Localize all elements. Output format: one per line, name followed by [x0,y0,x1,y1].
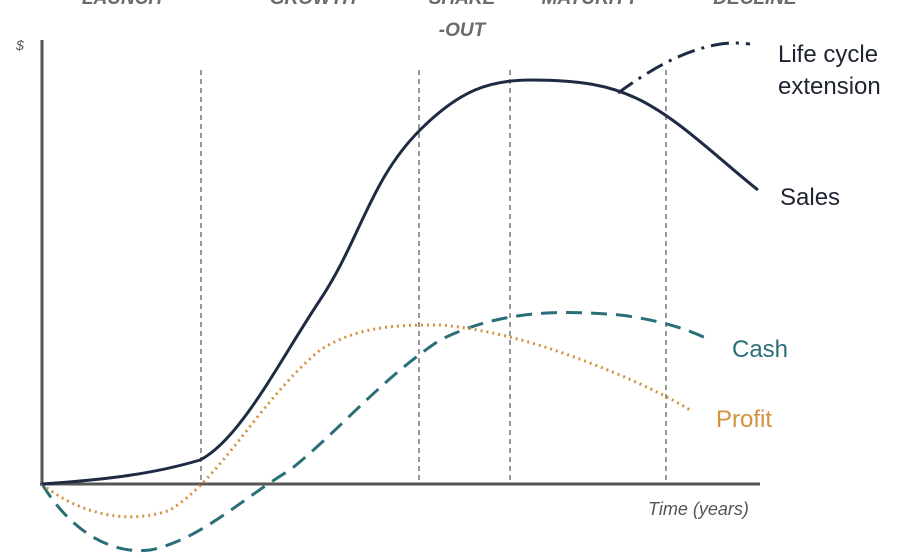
y-axis-label: $ [15,37,24,53]
curve-label: extension [778,73,881,100]
sales-curve [41,78,759,486]
stage-label: -OUT [439,20,487,41]
curve-label: Profit [716,406,772,433]
cash-curve [40,311,711,553]
curve-label: Cash [732,336,788,363]
profit-curve [41,323,691,519]
stage-label: MATURITY [542,0,641,9]
extension-curve [617,41,751,95]
stage-dividers [200,70,667,484]
curve-label: Life cycle [778,41,878,68]
curve-label: Sales [780,184,840,211]
stage-label: SHAKE [429,0,497,9]
x-axis-label: Time (years) [648,499,749,519]
stage-label: GROWTH [270,0,358,9]
stage-label: DECLINE [713,0,798,9]
stage-label: LAUNCH [82,0,163,9]
